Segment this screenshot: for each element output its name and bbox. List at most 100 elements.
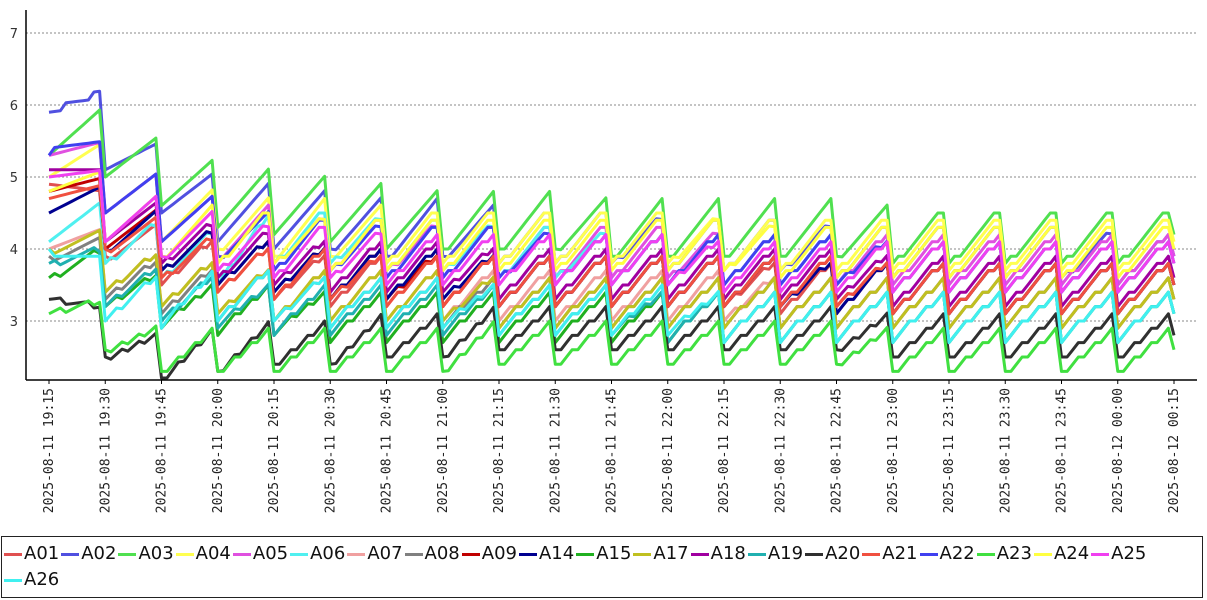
series-line-a20 — [48, 296, 1176, 380]
x-tick-label: 2025-08-11 20:30 — [323, 388, 338, 513]
x-tick-label: 2025-08-11 19:15 — [42, 388, 57, 513]
legend-swatch — [976, 552, 995, 556]
legend-swatch — [518, 552, 537, 556]
y-tick-label: 6 — [10, 99, 18, 114]
x-tick-label: 2025-08-12 00:15 — [1167, 388, 1182, 513]
series-line-a21 — [48, 184, 1176, 316]
y-tick-label: 7 — [10, 27, 18, 42]
legend-item: A22 — [919, 541, 975, 567]
axes — [25, 10, 1197, 384]
x-tick-label: 2025-08-11 20:00 — [211, 388, 226, 513]
y-tick-label: 3 — [10, 315, 18, 330]
legend-item: A08 — [404, 541, 460, 567]
legend-swatch — [404, 552, 423, 556]
legend-item: A21 — [862, 541, 918, 567]
x-tick-label: 2025-08-11 23:15 — [942, 388, 957, 513]
legend-item: A05 — [232, 541, 289, 567]
y-tick-label: 4 — [10, 243, 18, 258]
legend-label: A15 — [596, 543, 632, 564]
legend-item: A19 — [747, 541, 804, 567]
x-tick-label: 2025-08-11 22:45 — [830, 388, 845, 513]
legend-swatch — [633, 552, 652, 556]
legend-item: A15 — [576, 541, 631, 567]
x-tick-labels: 2025-08-11 19:15 2025-08-11 19:30 2025-08-… — [42, 388, 1182, 513]
x-tick-label: 2025-08-11 19:45 — [155, 388, 170, 513]
y-tick-labels: 3 4 5 6 7 — [10, 27, 18, 330]
legend-swatch — [805, 552, 824, 556]
x-tick-label: 2025-08-11 19:30 — [98, 388, 113, 513]
legend-label: A24 — [1053, 543, 1090, 564]
legend-label: A26 — [24, 569, 60, 590]
x-tick-label: 2025-08-11 22:30 — [773, 388, 788, 513]
x-tick-label: 2025-08-11 21:00 — [436, 388, 451, 513]
x-tick-label: 2025-08-12 00:00 — [1111, 388, 1126, 513]
legend-label: A08 — [424, 543, 460, 564]
legend-label: A03 — [138, 543, 174, 564]
legend-item: A09 — [461, 541, 517, 567]
legend-swatch — [1033, 552, 1052, 556]
legend-swatch — [61, 552, 80, 556]
legend-swatch — [4, 552, 22, 556]
legend-swatch — [747, 552, 766, 556]
series-lines — [47, 89, 1176, 380]
legend-label: A25 — [1111, 543, 1147, 564]
legend-item: A18 — [690, 541, 746, 567]
legend-item: A26 — [4, 567, 59, 593]
legend-item: A03 — [118, 541, 174, 567]
legend-label: A23 — [996, 543, 1032, 564]
legend-item: A20 — [805, 541, 860, 567]
legend-swatch — [1091, 552, 1110, 556]
series-line-a26 — [47, 248, 1176, 345]
legend-swatch — [862, 552, 881, 556]
legend-item: A25 — [1091, 541, 1146, 567]
legend-label: A14 — [538, 543, 575, 564]
legend-swatch — [347, 552, 366, 556]
legend-swatch — [232, 552, 251, 556]
legend-item: A06 — [290, 541, 345, 567]
legend-label: A20 — [825, 543, 861, 564]
legend-label: A19 — [767, 543, 804, 564]
legend-item: A04 — [175, 541, 231, 567]
legend-swatch — [919, 552, 938, 556]
legend-swatch — [118, 552, 137, 556]
legend-label: A18 — [710, 543, 746, 564]
legend-label: A06 — [310, 543, 346, 564]
legend-swatch — [4, 578, 22, 582]
legend-label: A22 — [939, 543, 975, 564]
legend-swatch — [576, 552, 595, 556]
legend-label: A02 — [81, 543, 117, 564]
legend-label: A07 — [367, 543, 403, 564]
x-tick-label: 2025-08-11 23:45 — [1055, 388, 1070, 513]
x-tick-label: 2025-08-11 22:15 — [717, 388, 732, 513]
legend-label: A17 — [653, 543, 689, 564]
x-tick-label: 2025-08-11 23:00 — [886, 388, 901, 513]
x-tick-label: 2025-08-11 20:15 — [267, 388, 282, 513]
legend-item: A02 — [61, 541, 116, 567]
x-tick-label: 2025-08-11 21:15 — [492, 388, 507, 513]
legend-item: A24 — [1033, 541, 1090, 567]
x-tick-label: 2025-08-11 23:30 — [998, 388, 1013, 513]
legend-swatch — [461, 552, 480, 556]
series-line-a24 — [48, 170, 1176, 280]
legend-item: A01 — [4, 541, 59, 567]
legend-item: A23 — [976, 541, 1032, 567]
legend-label: A09 — [481, 543, 517, 564]
legend-label: A21 — [882, 543, 918, 564]
series-line-a25 — [48, 169, 1176, 294]
legend-swatch — [175, 552, 194, 556]
legend-item: A07 — [347, 541, 403, 567]
legend-item: A17 — [633, 541, 689, 567]
legend-label: A04 — [195, 543, 231, 564]
x-tick-label: 2025-08-11 20:45 — [380, 388, 395, 513]
y-tick-label: 5 — [10, 171, 18, 186]
legend-item: A14 — [518, 541, 575, 567]
x-tick-label: 2025-08-11 22:00 — [661, 388, 676, 513]
legend-swatch — [690, 552, 709, 556]
x-tick-label: 2025-08-11 21:45 — [605, 388, 620, 513]
series-line-a23 — [48, 299, 1176, 373]
legend-swatch — [290, 552, 309, 556]
legend-label: A05 — [252, 543, 289, 564]
legend-label: A01 — [24, 543, 60, 564]
legend: A01 A02 A03 A04 A05 A06 A07 A08 A09 A14 A15 A17 A18 A… — [1, 536, 1203, 598]
